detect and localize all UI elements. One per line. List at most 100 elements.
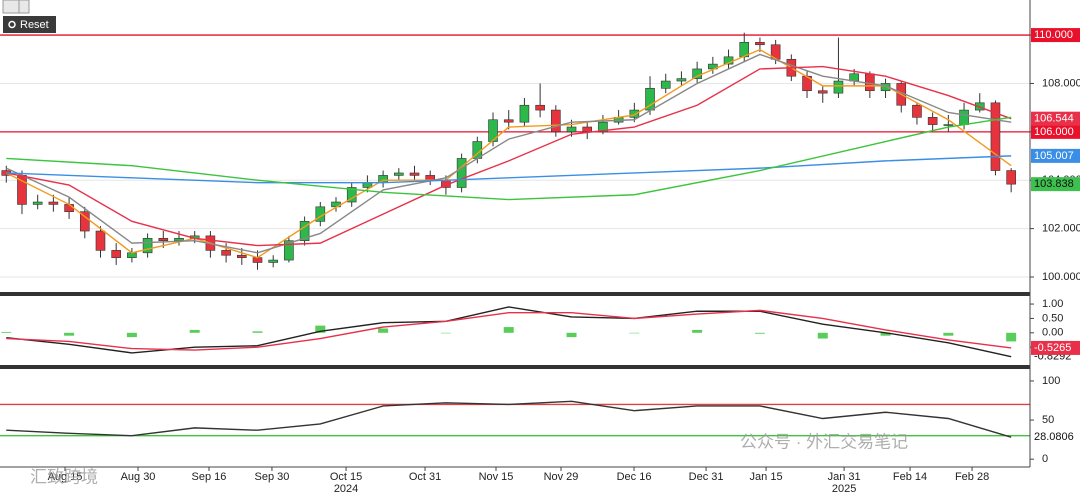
y-tick-label: 100.000 (1042, 271, 1080, 283)
x-tick-label: Sep 16 (192, 471, 227, 483)
series-line (6, 400, 1012, 438)
candle-body (660, 80, 671, 89)
candle-body (299, 221, 310, 242)
reset-icon (8, 20, 16, 29)
axis-label-box (1031, 111, 1080, 126)
watermark: 公众号 · 外汇交易笔记 (740, 432, 908, 451)
histogram-bar (1006, 332, 1017, 342)
candle-body (692, 68, 702, 79)
histogram-bar (943, 332, 954, 336)
series-line (5, 53, 1012, 254)
histogram-bar (378, 328, 389, 333)
candle-body (629, 109, 640, 118)
tool-dropdown[interactable] (18, 0, 30, 14)
histogram-bar (252, 331, 263, 333)
axis-label: 28.0806 (1034, 431, 1074, 443)
candle-body (676, 78, 687, 82)
toolbar: Reset (2, 0, 56, 33)
candle-body (79, 211, 90, 232)
candle-body (551, 109, 561, 133)
candle-body (425, 175, 436, 181)
candle-body (959, 109, 969, 125)
histogram-bar (880, 332, 891, 336)
axis-label: 110.000 (1034, 29, 1073, 41)
tool-button[interactable] (2, 0, 20, 14)
histogram-bar (754, 332, 765, 334)
candle-body (817, 90, 828, 94)
candle-body (456, 158, 467, 188)
x-tick-label: Oct 31 (409, 471, 441, 483)
plot: 100.000102.000104.000106.000108.000110.0… (0, 28, 1080, 494)
candle-body (535, 104, 545, 111)
candle-body (158, 237, 169, 242)
y-tick-label: 50 (1042, 414, 1054, 426)
candle-body (519, 104, 530, 123)
y-tick-label: 108.000 (1042, 77, 1080, 89)
histogram-bar (126, 332, 137, 338)
candle-body (990, 102, 1001, 171)
histogram-bar (629, 332, 640, 334)
y-tick-label: 102.000 (1042, 223, 1080, 235)
series-line (5, 48, 1012, 259)
candle-body (927, 117, 938, 125)
series-line (6, 65, 1012, 247)
x-tick-label: Feb 28 (955, 471, 989, 483)
axis-label: 106.000 (1034, 126, 1074, 138)
x-tick-label: Nov 15 (479, 471, 514, 483)
candle-body (48, 201, 59, 205)
axis-label-box (1031, 340, 1080, 355)
candle-body (127, 252, 137, 258)
candle-body (284, 240, 294, 261)
y-tick-label: 100 (1042, 375, 1060, 387)
candle-body (236, 254, 247, 258)
histogram-bar (566, 332, 577, 338)
histogram-bar (1, 331, 12, 333)
x-tick-label: Nov 29 (544, 471, 579, 483)
histogram-bar (817, 332, 828, 339)
candle-body (755, 42, 765, 46)
series-line (6, 155, 1012, 184)
candle-body (174, 237, 184, 242)
candle-body (111, 250, 121, 258)
x-tick-label: Aug 15 (48, 471, 83, 483)
histogram-bar (692, 329, 703, 333)
axis-label: 106.544 (1034, 113, 1074, 125)
axis-label-box (1031, 124, 1080, 139)
axis-label: -0.5265 (1034, 342, 1071, 354)
x-tick-label: Feb 14 (893, 471, 927, 483)
histogram-bar (189, 329, 200, 333)
reset-button[interactable] (3, 16, 56, 33)
candle-body (503, 119, 514, 123)
y-tick-label: 1.00 (1042, 298, 1063, 310)
axis-label-box (1031, 148, 1080, 163)
histogram-bar (503, 327, 514, 333)
candle-body (1006, 170, 1016, 185)
candle-body (488, 119, 498, 142)
x-tick-label: Dec 16 (617, 471, 652, 483)
candle-body (32, 201, 43, 205)
watermark: 汇致跨境 (30, 467, 98, 486)
panel-separator (0, 365, 1030, 369)
axis-label-box (1031, 430, 1080, 445)
year-label: 2024 (334, 483, 358, 494)
x-tick-label: Jan 31 (828, 471, 861, 483)
series-line (6, 309, 1012, 351)
candle-body (95, 230, 106, 251)
y-tick-label: 0 (1042, 453, 1048, 465)
candle-body (943, 124, 954, 126)
candle-body (582, 126, 593, 133)
candle-body (221, 250, 231, 256)
series-line (6, 116, 1012, 201)
candle-body (598, 121, 608, 133)
axis-label: 105.007 (1034, 150, 1074, 162)
axis-label-box (1031, 177, 1080, 192)
candle-body (394, 172, 404, 176)
year-label: 2025 (832, 483, 856, 494)
y-tick-label: 0.50 (1042, 312, 1063, 324)
histogram-bar (440, 332, 451, 334)
histogram-bar (315, 325, 326, 333)
axis-label-box (1031, 28, 1080, 43)
x-tick-label: Dec 31 (689, 471, 724, 483)
candle-body (142, 237, 153, 254)
